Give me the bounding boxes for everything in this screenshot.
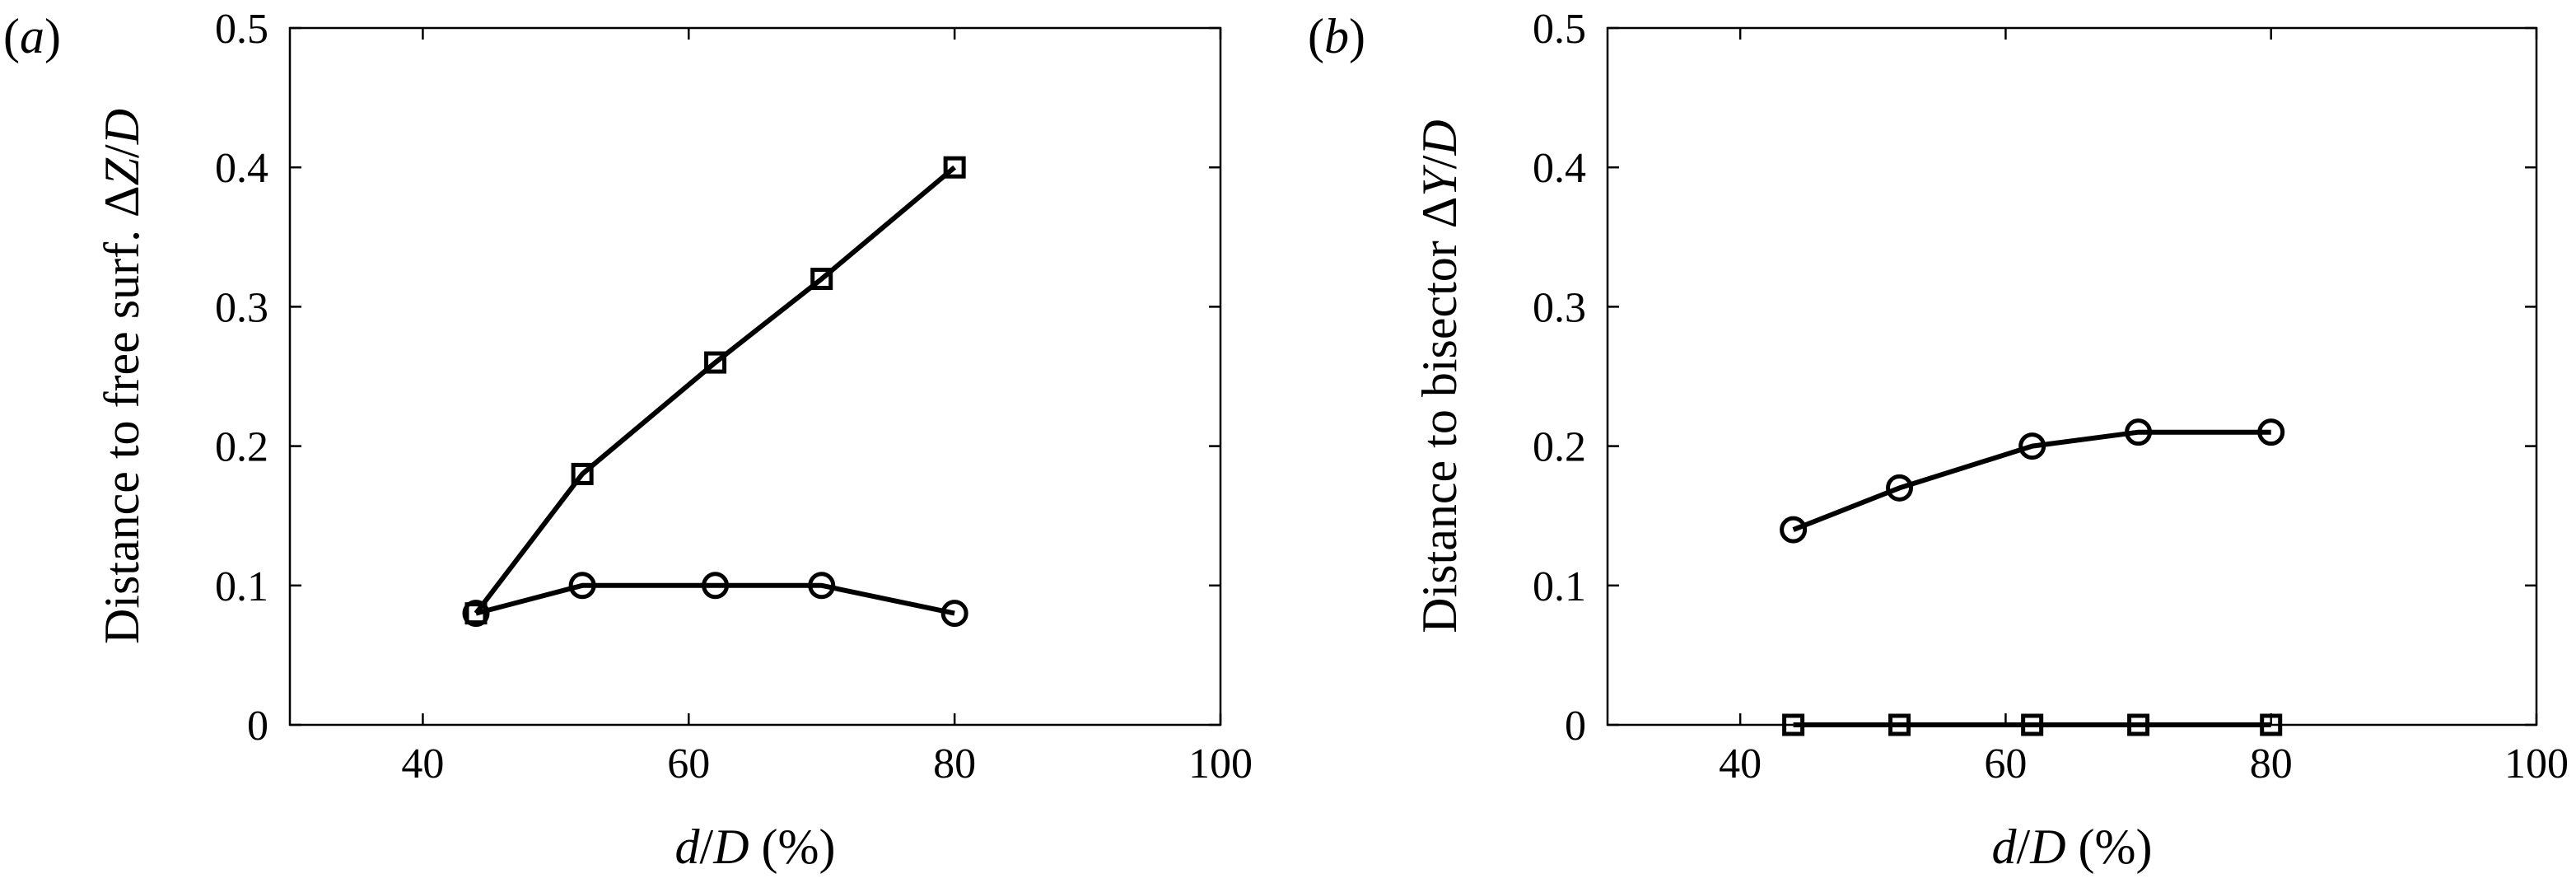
x-tick-label: 100 xyxy=(1188,741,1253,787)
y-tick-label: 0.4 xyxy=(1533,145,1586,192)
data-point-circle xyxy=(2257,418,2285,446)
x-axis-label: d/D (%) xyxy=(1992,820,2153,874)
x-tick-label: 80 xyxy=(933,741,976,787)
panel-label: (a) xyxy=(3,9,61,63)
y-tick-label: 0.2 xyxy=(1533,424,1586,471)
y-axis-label: Distance to bisector ΔY/D xyxy=(1412,119,1467,633)
plot-frame xyxy=(1606,26,2538,726)
data-point-square xyxy=(2021,713,2044,736)
y-tick-label: 0.1 xyxy=(215,563,268,610)
y-tick-label: 0 xyxy=(1565,703,1586,750)
data-point-square xyxy=(810,268,833,291)
y-tick-label: 0.4 xyxy=(215,145,268,192)
y-tick-label: 0.3 xyxy=(1533,284,1586,331)
x-tick-label: 40 xyxy=(401,741,444,787)
data-point-square xyxy=(2260,713,2283,736)
series-square xyxy=(1782,713,2283,736)
data-point-circle xyxy=(462,600,490,628)
data-point-circle xyxy=(808,572,836,600)
y-tick-label: 0.1 xyxy=(1533,563,1586,610)
data-point-circle xyxy=(1780,516,1808,544)
panel-a: 40 60 80 100 0 0.1 0.2 0.3 0.4 0.5 d/D (%) Distance… xyxy=(3,6,1253,874)
x-tick-label: 60 xyxy=(667,741,710,787)
data-point-square xyxy=(1782,713,1805,736)
x-tick-label: 40 xyxy=(1719,741,1762,787)
data-point-circle xyxy=(2125,418,2153,446)
x-tick-label: 80 xyxy=(2250,741,2293,787)
series-line xyxy=(474,165,957,615)
data-point-square xyxy=(704,351,727,374)
y-tick-label: 0.5 xyxy=(215,6,268,53)
panel-b: 40 60 80 100 0 0.1 0.2 0.3 0.4 0.5 d/D (%) Distance… xyxy=(1308,6,2569,874)
x-tick-label: 100 xyxy=(2504,741,2569,787)
data-point-circle xyxy=(568,572,596,600)
x-axis-label: d/D (%) xyxy=(675,820,836,874)
data-point-square xyxy=(1888,713,1911,736)
data-point-circle xyxy=(2018,432,2046,460)
y-tick-label: 0.2 xyxy=(215,424,268,471)
data-point-square xyxy=(2127,713,2150,736)
y-tick-label: 0.5 xyxy=(1533,6,1586,53)
series-line xyxy=(475,582,955,616)
series-circle xyxy=(462,572,968,628)
series-square xyxy=(464,156,966,625)
data-point-square xyxy=(571,462,594,485)
plot-frame xyxy=(288,26,1222,726)
panel-label: (b) xyxy=(1308,9,1365,63)
y-axis-label: Distance to free surf. ΔZ/D xyxy=(95,109,149,644)
data-point-square xyxy=(943,156,966,179)
data-point-circle xyxy=(702,572,730,600)
data-point-circle xyxy=(940,600,968,628)
series-line xyxy=(1792,429,2271,532)
y-tick-label: 0 xyxy=(247,703,268,750)
data-point-circle xyxy=(1886,474,1914,502)
y-tick-label: 0.3 xyxy=(215,284,268,331)
x-tick-label: 60 xyxy=(1984,741,2027,787)
series-circle xyxy=(1780,418,2285,544)
